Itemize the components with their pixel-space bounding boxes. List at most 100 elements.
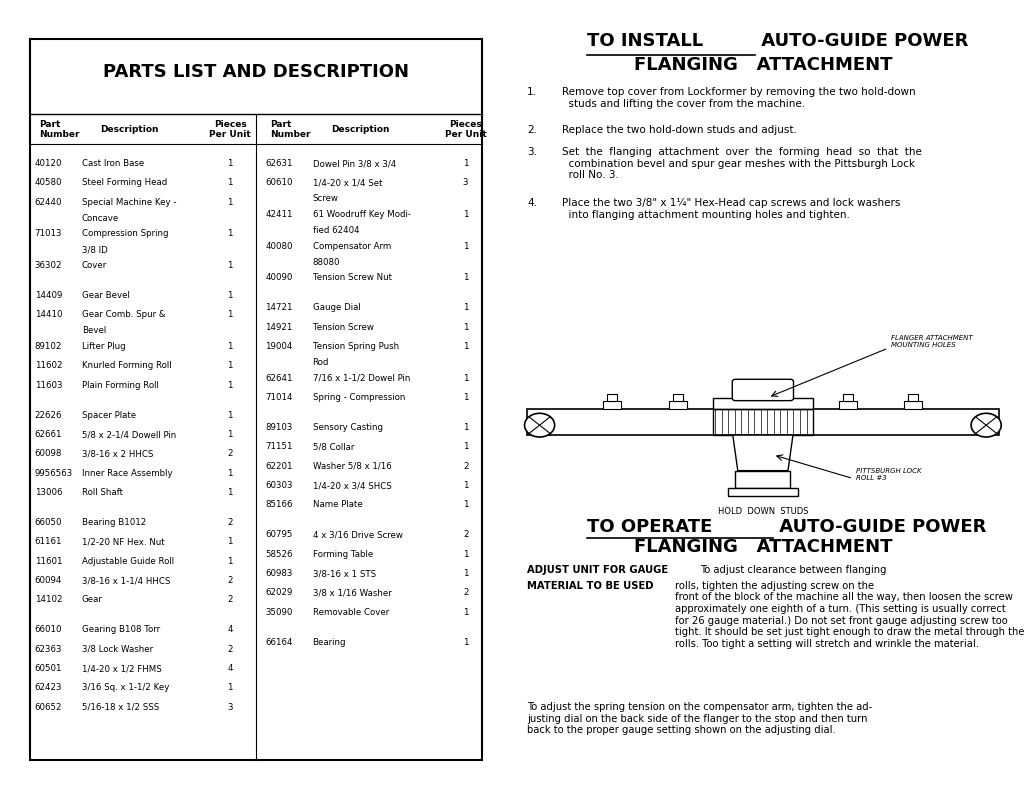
Circle shape [524, 413, 555, 437]
Text: 62029: 62029 [265, 589, 293, 597]
Text: 1: 1 [463, 274, 468, 282]
Text: 1: 1 [227, 310, 232, 320]
Text: 62440: 62440 [35, 198, 62, 206]
Text: Tension Spring Push: Tension Spring Push [312, 343, 398, 351]
Text: 1: 1 [463, 607, 468, 617]
Text: 1: 1 [463, 304, 468, 312]
Text: 2.: 2. [527, 125, 537, 135]
Text: 5/16-18 x 1/2 SSS: 5/16-18 x 1/2 SSS [82, 702, 159, 712]
Text: Remove top cover from Lockformer by removing the two hold-down
  studs and lifti: Remove top cover from Lockformer by remo… [562, 87, 915, 108]
Text: 5/8 x 2-1/4 Dowell Pin: 5/8 x 2-1/4 Dowell Pin [82, 430, 176, 439]
Bar [713, 398, 813, 409]
Text: 1/4-20 x 1/4 Set: 1/4-20 x 1/4 Set [312, 179, 382, 187]
Text: 62363: 62363 [35, 645, 62, 653]
Text: rolls, tighten the adjusting screw on the
front of the block of the machine all : rolls, tighten the adjusting screw on th… [675, 581, 1024, 649]
Text: Gear Comb. Spur &: Gear Comb. Spur & [82, 310, 165, 320]
Text: 36302: 36302 [35, 261, 62, 271]
Text: AUTO-GUIDE POWER: AUTO-GUIDE POWER [756, 32, 969, 50]
Text: Compensator Arm: Compensator Arm [312, 242, 391, 251]
Bar [527, 409, 998, 435]
Text: Steel Forming Head: Steel Forming Head [82, 179, 167, 187]
Text: 2: 2 [227, 645, 232, 653]
Text: FLANGER ATTACHMENT
MOUNTING HOLES: FLANGER ATTACHMENT MOUNTING HOLES [891, 335, 973, 348]
Text: Place the two 3/8" x 1¼" Hex-Head cap screws and lock washers
  into flanging at: Place the two 3/8" x 1¼" Hex-Head cap sc… [562, 198, 900, 220]
Text: 2: 2 [463, 531, 468, 539]
Text: Gearing B108 Torr: Gearing B108 Torr [82, 626, 160, 634]
Text: 3.: 3. [527, 147, 537, 157]
Text: 3/8 Lock Washer: 3/8 Lock Washer [82, 645, 153, 653]
Text: 3/8-16 x 1 STS: 3/8-16 x 1 STS [312, 569, 376, 578]
Bar [673, 394, 683, 400]
Text: 58526: 58526 [265, 550, 293, 558]
Text: To adjust clearance between flanging: To adjust clearance between flanging [700, 565, 887, 575]
Text: 4: 4 [227, 626, 232, 634]
Text: Pieces
Per Unit: Pieces Per Unit [209, 119, 251, 139]
Text: 11603: 11603 [35, 380, 62, 390]
Text: TO INSTALL: TO INSTALL [588, 32, 703, 50]
Text: 2: 2 [227, 518, 232, 527]
Text: Description: Description [100, 125, 159, 134]
Text: 1: 1 [227, 179, 232, 187]
Text: 1: 1 [227, 380, 232, 390]
Text: Pieces
Per Unit: Pieces Per Unit [444, 119, 486, 139]
FancyBboxPatch shape [732, 379, 794, 400]
Text: 1: 1 [463, 374, 468, 383]
Text: 3: 3 [463, 179, 468, 187]
Bar [728, 488, 798, 497]
Text: Bearing: Bearing [312, 638, 346, 647]
Bar [908, 394, 919, 400]
Text: Part
Number: Part Number [39, 119, 80, 139]
Text: 60983: 60983 [265, 569, 293, 578]
Text: FLANGING   ATTACHMENT: FLANGING ATTACHMENT [634, 538, 892, 556]
Text: 5/8 Collar: 5/8 Collar [312, 442, 354, 452]
Text: 61 Woodruff Key Modi-: 61 Woodruff Key Modi- [312, 210, 411, 219]
Text: 1: 1 [227, 229, 232, 238]
Text: Name Plate: Name Plate [312, 501, 362, 509]
Text: 11601: 11601 [35, 557, 62, 566]
Text: 19004: 19004 [265, 343, 293, 351]
Text: Description: Description [332, 125, 390, 134]
Text: 1/4-20 x 3/4 SHCS: 1/4-20 x 3/4 SHCS [312, 481, 391, 490]
Text: Bearing B1012: Bearing B1012 [82, 518, 146, 527]
Text: Gauge Dial: Gauge Dial [312, 304, 360, 312]
Text: 85166: 85166 [265, 501, 293, 509]
Bar [603, 400, 622, 409]
Text: 1: 1 [463, 481, 468, 490]
Text: 89103: 89103 [265, 423, 293, 432]
Text: PITTSBURGH LOCK
ROLL #3: PITTSBURGH LOCK ROLL #3 [856, 467, 922, 480]
Text: 9956563: 9956563 [35, 469, 73, 478]
Text: 2: 2 [227, 596, 232, 604]
Circle shape [971, 413, 1001, 437]
Text: FLANGING   ATTACHMENT: FLANGING ATTACHMENT [634, 56, 892, 74]
Text: 60795: 60795 [265, 531, 293, 539]
Text: 42411: 42411 [265, 210, 293, 219]
Text: Roll Shaft: Roll Shaft [82, 488, 123, 497]
Bar [669, 400, 687, 409]
Text: 71013: 71013 [35, 229, 62, 238]
Text: 3/8 ID: 3/8 ID [82, 245, 108, 254]
Text: Compression Spring: Compression Spring [82, 229, 168, 238]
Text: 71151: 71151 [265, 442, 293, 452]
Text: 1: 1 [463, 393, 468, 402]
Text: Washer 5/8 x 1/16: Washer 5/8 x 1/16 [312, 462, 391, 471]
Text: MATERIAL TO BE USED: MATERIAL TO BE USED [527, 581, 653, 591]
Text: 2: 2 [463, 462, 468, 471]
Text: 11602: 11602 [35, 361, 62, 370]
Text: 14410: 14410 [35, 310, 62, 320]
Text: 62661: 62661 [35, 430, 62, 439]
Text: 40580: 40580 [35, 179, 62, 187]
Text: 13006: 13006 [35, 488, 62, 497]
Text: 1: 1 [227, 361, 232, 370]
Text: Tension Screw Nut: Tension Screw Nut [312, 274, 391, 282]
Text: 14921: 14921 [265, 323, 293, 331]
Text: 7/16 x 1-1/2 Dowel Pin: 7/16 x 1-1/2 Dowel Pin [312, 374, 410, 383]
Bar [843, 394, 853, 400]
Text: 66050: 66050 [35, 518, 62, 527]
Text: AUTO-GUIDE POWER: AUTO-GUIDE POWER [773, 518, 986, 536]
Text: 14409: 14409 [35, 291, 62, 300]
Text: 60610: 60610 [265, 179, 293, 187]
Text: 60098: 60098 [35, 449, 62, 459]
Text: 1: 1 [227, 411, 232, 420]
Text: 40090: 40090 [265, 274, 293, 282]
Text: Special Machine Key -: Special Machine Key - [82, 198, 176, 206]
